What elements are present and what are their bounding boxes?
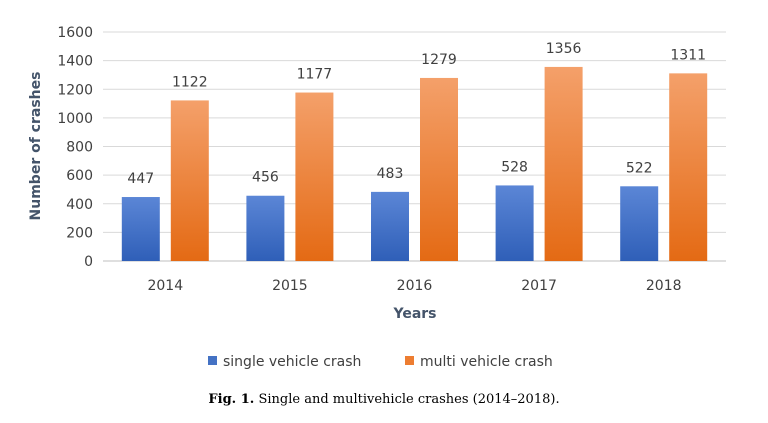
bar-single-2017	[495, 185, 534, 261]
x-tick-label: 2016	[397, 278, 433, 294]
y-axis-title: Number of crashes	[28, 72, 44, 221]
bar-multi-2017	[544, 66, 583, 261]
x-axis-ticks: 2014 2015 2016 2017 2018	[147, 278, 681, 294]
data-label-multi-2018: 1311	[670, 47, 706, 63]
data-label-single-2014: 447	[127, 171, 154, 187]
y-tick-label: 200	[66, 225, 93, 241]
bar-multi-2015	[295, 92, 334, 262]
bar-single-2016	[371, 191, 409, 261]
data-label-single-2015: 456	[252, 170, 279, 186]
caption-label: Fig. 1.	[208, 392, 255, 407]
x-tick-label: 2018	[646, 278, 682, 294]
y-tick-label: 1400	[57, 54, 93, 70]
legend-label-multi: multi vehicle crash	[420, 354, 553, 370]
y-tick-label: 400	[66, 197, 93, 213]
data-label-multi-2017: 1356	[546, 41, 582, 57]
bar-multi-2018	[669, 73, 708, 261]
data-label-single-2018: 522	[626, 160, 653, 176]
bar-single-2015	[246, 195, 285, 261]
x-tick-label: 2017	[521, 278, 557, 294]
x-axis-title: Years	[392, 306, 436, 322]
bars	[121, 66, 708, 262]
x-tick-label: 2014	[147, 278, 183, 294]
bar-multi-2014	[170, 100, 209, 261]
data-label-multi-2016: 1279	[421, 52, 457, 68]
bar-single-2014	[121, 197, 160, 261]
bar-single-2018	[620, 186, 659, 261]
data-labels: 447 1122 456 1177 483 1279 528 1356 522 1311	[127, 41, 706, 187]
legend-label-single: single vehicle crash	[223, 354, 361, 370]
y-tick-label: 800	[66, 140, 93, 156]
y-tick-label: 1000	[57, 111, 93, 127]
y-tick-label: 1600	[57, 25, 93, 41]
bar-multi-2016	[420, 77, 458, 262]
data-label-single-2017: 528	[501, 159, 528, 175]
y-tick-label: 1200	[57, 82, 93, 98]
x-tick-label: 2015	[272, 278, 308, 294]
y-axis-ticks: 0 200 400 600 800 1000 1200 1400 1600	[57, 25, 93, 270]
data-label-single-2016: 483	[377, 166, 404, 182]
caption-text: Single and multivehicle crashes (2014–20…	[258, 392, 560, 407]
data-label-multi-2014: 1122	[172, 74, 208, 90]
y-tick-label: 600	[66, 168, 93, 184]
data-label-multi-2015: 1177	[297, 67, 333, 83]
legend-swatch-single	[208, 356, 217, 365]
legend: single vehicle crash multi vehicle crash	[208, 354, 553, 370]
y-tick-label: 0	[84, 254, 93, 270]
figure-caption: Fig. 1. Single and multivehicle crashes …	[0, 392, 768, 407]
legend-swatch-multi	[405, 356, 414, 365]
